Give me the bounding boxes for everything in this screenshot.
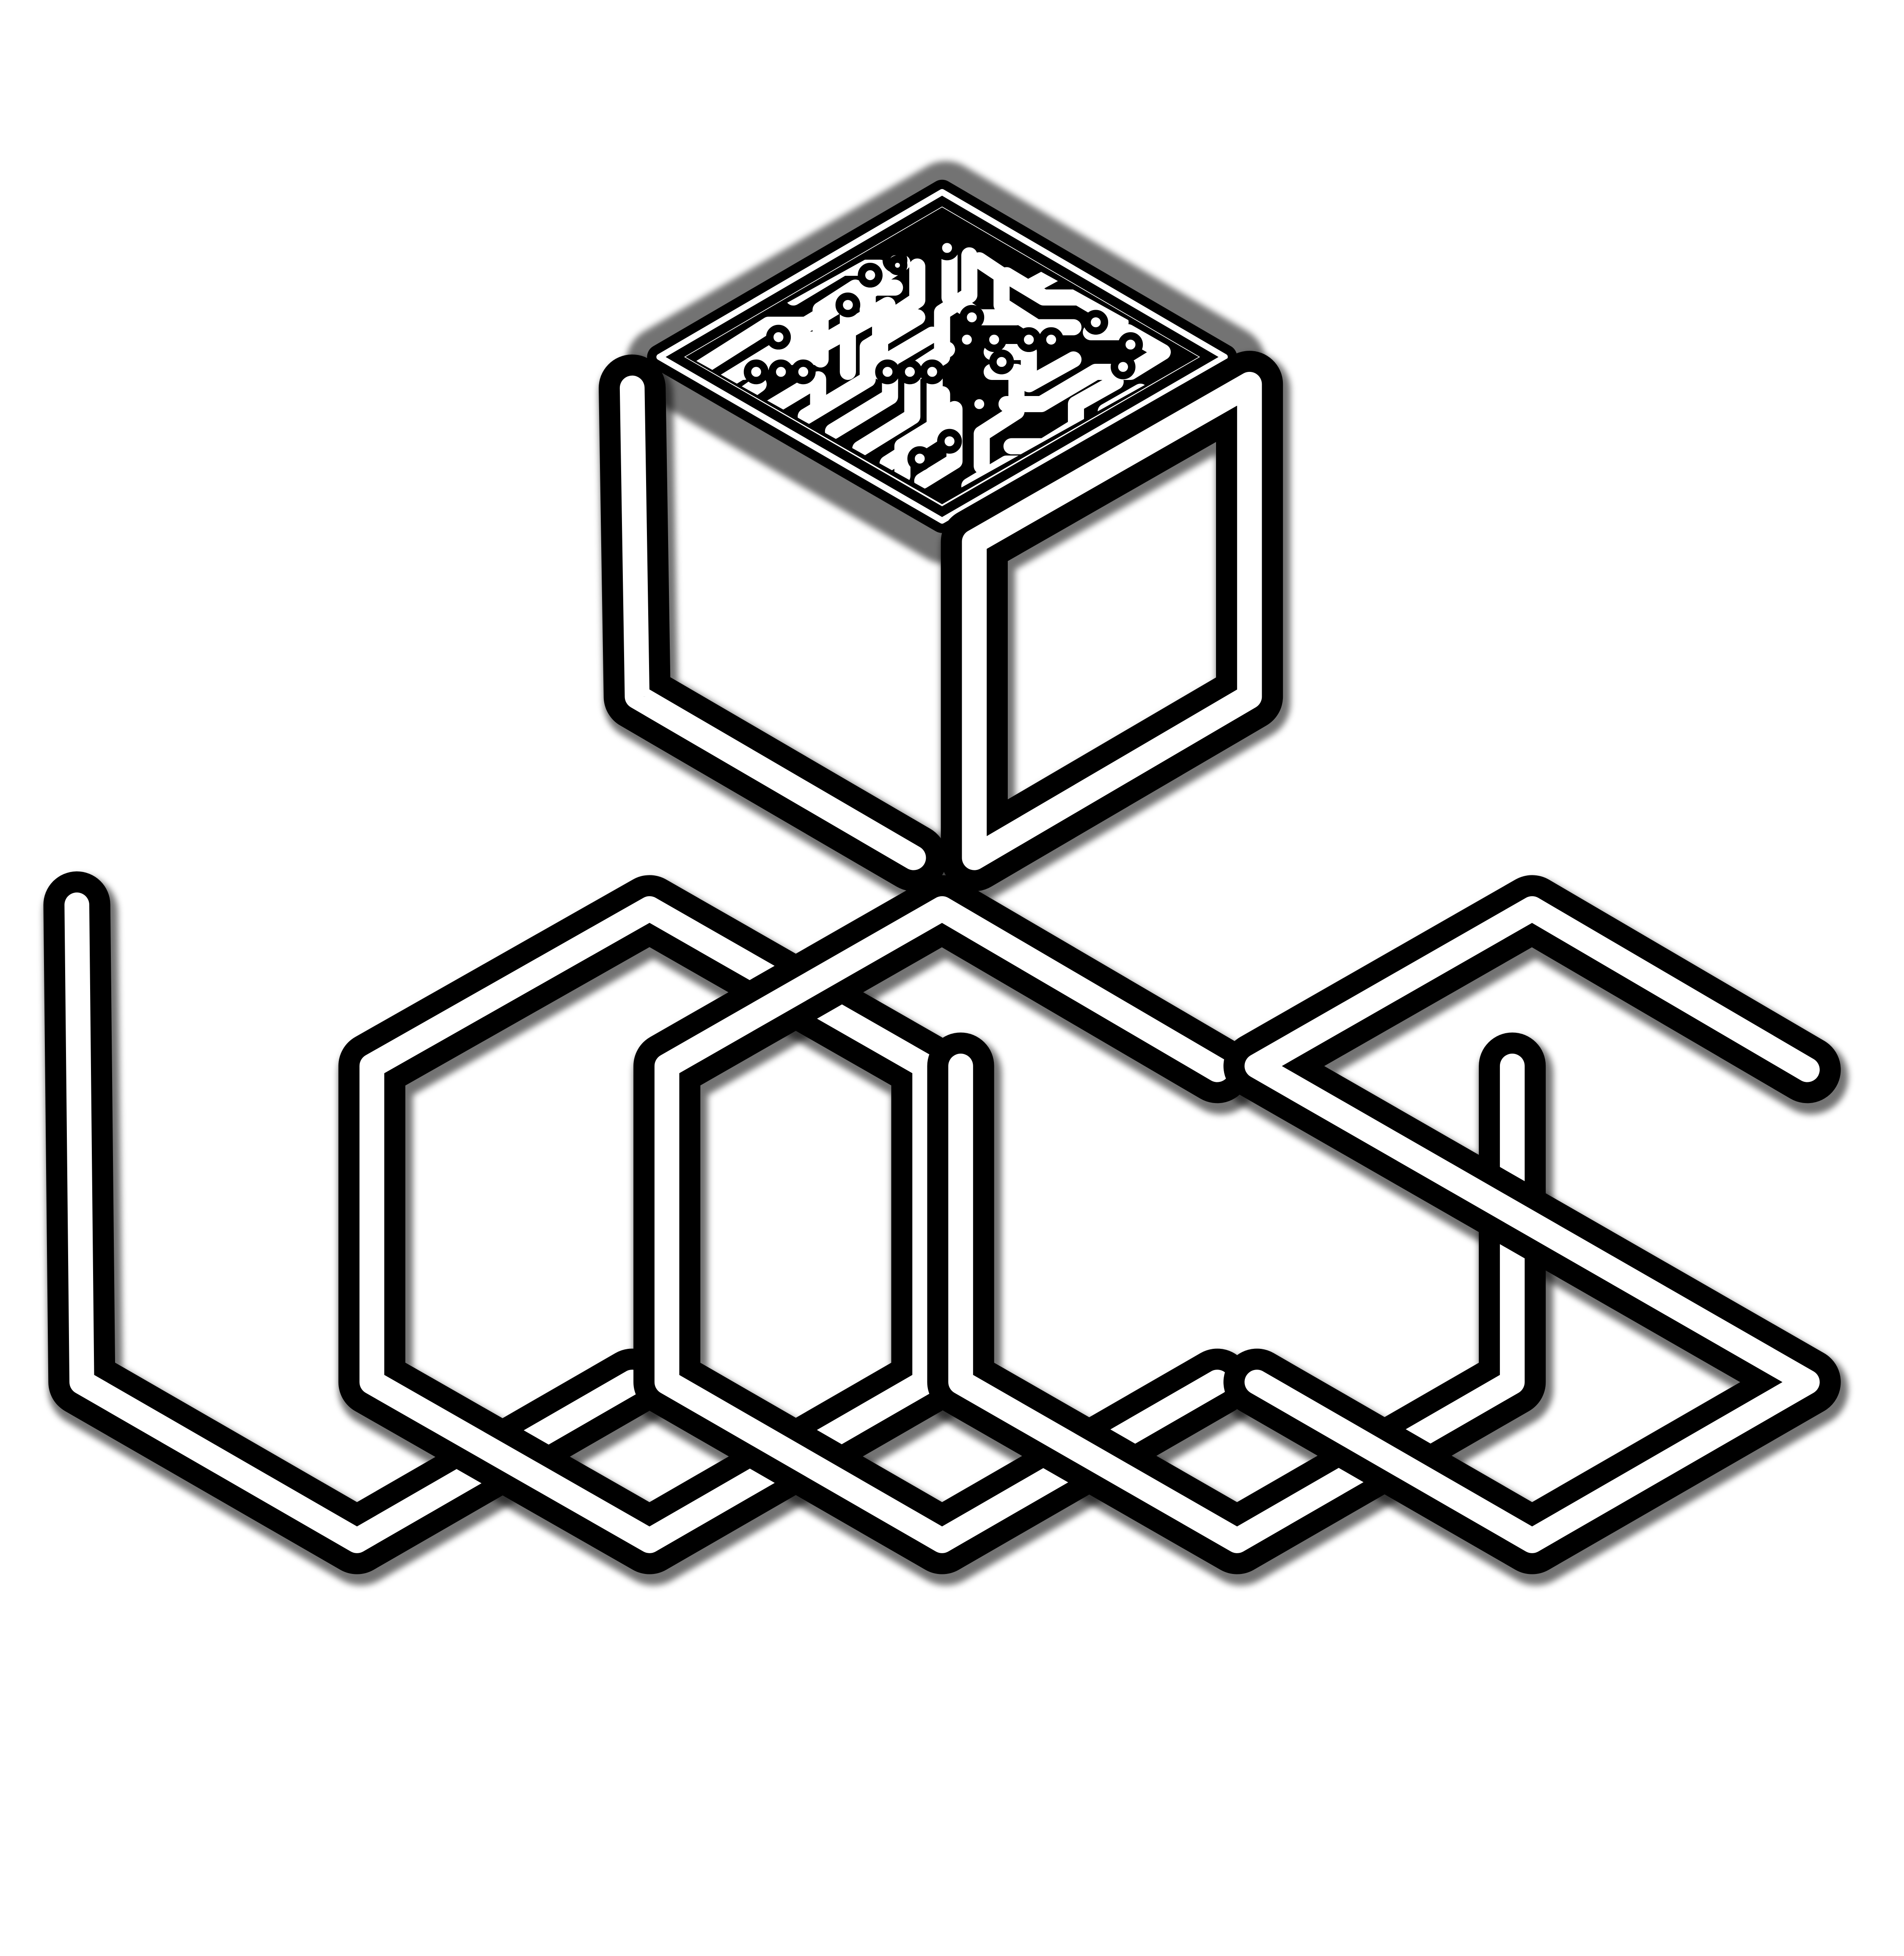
cube-mark-icon [599,161,1290,901]
wordmark-glyph-2 [338,875,958,1574]
wordmark-glyph-3 [633,875,1251,1574]
cube-right-face [941,351,1283,891]
cube-top-outline [656,189,1228,524]
wordmark-icon [43,871,1849,1586]
wordmark-glyph-5 [1223,875,1841,1574]
circuit-pads [743,235,1143,471]
cube-left-face [599,354,947,891]
wordmark-glyph-4 [927,1032,1546,1574]
cube-top-face-circuit-icon [647,179,1237,533]
